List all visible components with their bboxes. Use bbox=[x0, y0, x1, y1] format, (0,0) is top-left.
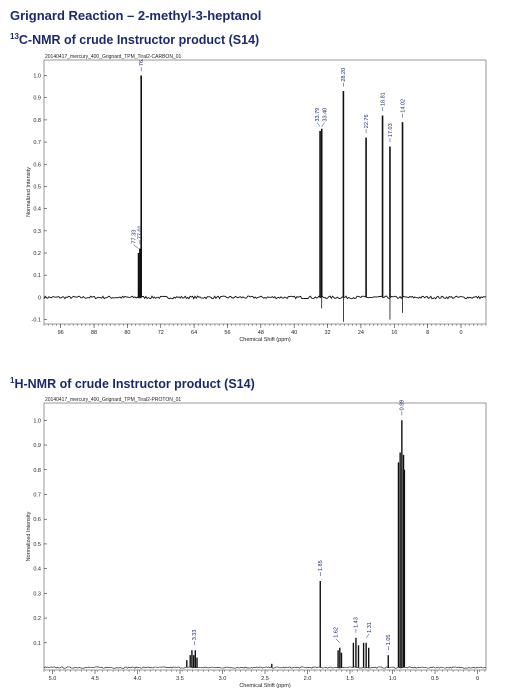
proton-title-text: H-NMR of crude Instructor product (S14) bbox=[14, 377, 255, 392]
y-tick-label: 0.6 bbox=[33, 162, 41, 168]
peak-label: 28.20 bbox=[341, 68, 347, 82]
peak-label: 0.89 bbox=[400, 400, 406, 411]
x-tick-label: 2.5 bbox=[261, 676, 269, 682]
y-axis-label: Normalized Intensity bbox=[26, 511, 32, 561]
y-tick-label: 0.8 bbox=[33, 118, 41, 124]
x-tick-label: 4.0 bbox=[134, 676, 142, 682]
peak-label: 33.79 bbox=[315, 108, 321, 122]
y-tick-label: 0.4 bbox=[33, 567, 41, 573]
peak-label: 1.31 bbox=[367, 622, 373, 633]
spectrum-baseline bbox=[43, 666, 487, 669]
x-tick-label: 40 bbox=[291, 330, 297, 336]
x-tick-label: 3.0 bbox=[219, 676, 227, 682]
plot-frame bbox=[43, 402, 487, 671]
y-tick-label: -0.1 bbox=[32, 318, 41, 324]
peak-label: 77.01 bbox=[138, 225, 144, 239]
y-tick-label: 0.1 bbox=[33, 273, 41, 279]
y-tick-label: 0.9 bbox=[33, 443, 41, 449]
x-tick-label: 1.0 bbox=[389, 676, 397, 682]
peak-label: 1.62 bbox=[334, 627, 340, 638]
y-tick-label: 0.7 bbox=[33, 492, 41, 498]
x-tick-label: 3.5 bbox=[176, 676, 184, 682]
y-tick-label: 0.2 bbox=[33, 616, 41, 622]
proton-nmr-chart: 20140417_mercury_400_Grignard_TPM_Tiral2… bbox=[26, 397, 487, 689]
y-tick-label: 0 bbox=[38, 295, 41, 301]
x-tick-label: 88 bbox=[91, 330, 97, 336]
x-tick-label: 32 bbox=[324, 330, 330, 336]
x-tick-label: 2.0 bbox=[304, 676, 312, 682]
y-tick-label: 0.4 bbox=[33, 207, 41, 213]
x-tick-label: 80 bbox=[124, 330, 130, 336]
x-axis-label: Chemical Shift (ppm) bbox=[239, 337, 291, 343]
peak-label: 22.76 bbox=[364, 114, 370, 128]
peak-label: 1.43 bbox=[354, 617, 360, 628]
y-tick-label: 1.0 bbox=[33, 74, 41, 80]
spectrum-baseline bbox=[43, 295, 487, 300]
y-tick-label: 0.6 bbox=[33, 517, 41, 523]
spectrum-file-label: 20140417_mercury_400_Grignard_TPM_Tiral2… bbox=[45, 397, 181, 403]
peak-label: 33.40 bbox=[323, 108, 329, 122]
x-tick-label: 0.5 bbox=[431, 676, 439, 682]
proton-section-title: 1H-NMR of crude Instructor product (S14) bbox=[10, 376, 255, 391]
y-tick-label: 0.3 bbox=[33, 591, 41, 597]
x-tick-label: 48 bbox=[258, 330, 264, 336]
carbon-section-title: 13C-NMR of crude Instructor product (S14… bbox=[10, 32, 259, 47]
peak-label: 1.85 bbox=[318, 560, 324, 571]
proton-title-superscript: 1 bbox=[10, 376, 15, 385]
y-tick-label: 0.5 bbox=[33, 542, 41, 548]
y-tick-label: 0.9 bbox=[33, 96, 41, 102]
x-tick-label: 5.0 bbox=[49, 676, 57, 682]
peak-label-leader bbox=[133, 244, 139, 249]
peak-label: 76. bbox=[139, 58, 145, 66]
y-tick-label: 0.2 bbox=[33, 251, 41, 257]
peak-label-leader bbox=[335, 638, 340, 643]
peak-label: 3.33 bbox=[192, 630, 198, 641]
carbon-title-superscript: 13 bbox=[10, 32, 19, 41]
x-tick-label: 8 bbox=[426, 330, 429, 336]
y-tick-label: 0.7 bbox=[33, 140, 41, 146]
page-title: Grignard Reaction – 2-methyl-3-heptanol bbox=[10, 8, 262, 23]
y-tick-label: 0.5 bbox=[33, 184, 41, 190]
x-tick-label: 16 bbox=[391, 330, 397, 336]
x-tick-label: 56 bbox=[224, 330, 230, 336]
peak-label: 18.81 bbox=[380, 92, 386, 106]
peak-label: 14.02 bbox=[400, 99, 406, 113]
carbon-title-text: C-NMR of crude Instructor product (S14) bbox=[18, 33, 260, 48]
peak-label-leader bbox=[365, 633, 370, 639]
y-tick-label: 1.0 bbox=[33, 418, 41, 424]
y-tick-label: 0.3 bbox=[33, 229, 41, 235]
x-tick-label: 0 bbox=[476, 676, 479, 682]
x-tick-label: 96 bbox=[58, 330, 64, 336]
x-axis-label: Chemical Shift (ppm) bbox=[239, 683, 291, 689]
peak-label: 17.03 bbox=[388, 123, 394, 137]
peak-label-leader bbox=[316, 122, 321, 127]
x-tick-label: 24 bbox=[358, 330, 364, 336]
x-tick-label: 0 bbox=[459, 330, 462, 336]
peak-label-leader bbox=[321, 122, 325, 127]
y-axis-label: Normalized Intensity bbox=[26, 167, 32, 217]
x-tick-label: 64 bbox=[191, 330, 197, 336]
plot-frame bbox=[43, 59, 487, 325]
y-tick-label: 0.1 bbox=[33, 641, 41, 647]
spectrum-file-label: 20140417_mercury_400_Grignard_TPM_Tiral2… bbox=[45, 54, 181, 60]
x-tick-label: 72 bbox=[158, 330, 164, 336]
peak-label: 77.33 bbox=[131, 230, 137, 244]
y-tick-label: 0.8 bbox=[33, 468, 41, 474]
x-tick-label: 4.5 bbox=[91, 676, 99, 682]
peak-label: 1.05 bbox=[386, 635, 392, 646]
x-tick-label: 1.5 bbox=[346, 676, 354, 682]
carbon-nmr-chart: 20140417_mercury_400_Grignard_TPM_Tiral2… bbox=[26, 54, 487, 343]
